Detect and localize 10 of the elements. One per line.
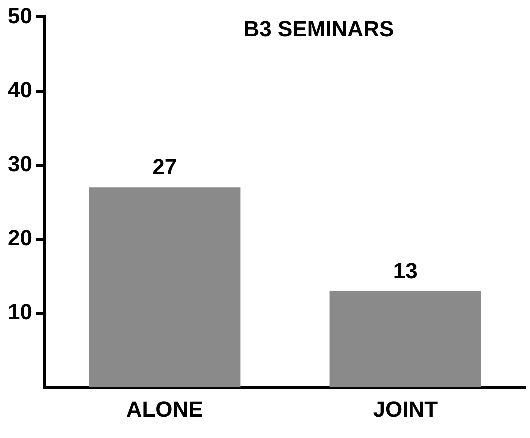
y-tick-label: 20 bbox=[8, 226, 32, 251]
y-tick-label: 50 bbox=[8, 3, 32, 28]
y-tick-label: 30 bbox=[8, 151, 32, 176]
y-tick-label: 10 bbox=[8, 300, 32, 325]
chart-title: B3 SEMINARS bbox=[244, 16, 394, 42]
y-tick-label: 40 bbox=[8, 77, 32, 102]
x-tick-label: JOINT bbox=[373, 396, 439, 422]
data-label: 13 bbox=[393, 258, 418, 284]
x-tick-label: ALONE bbox=[126, 396, 204, 422]
data-label: 27 bbox=[152, 154, 178, 180]
